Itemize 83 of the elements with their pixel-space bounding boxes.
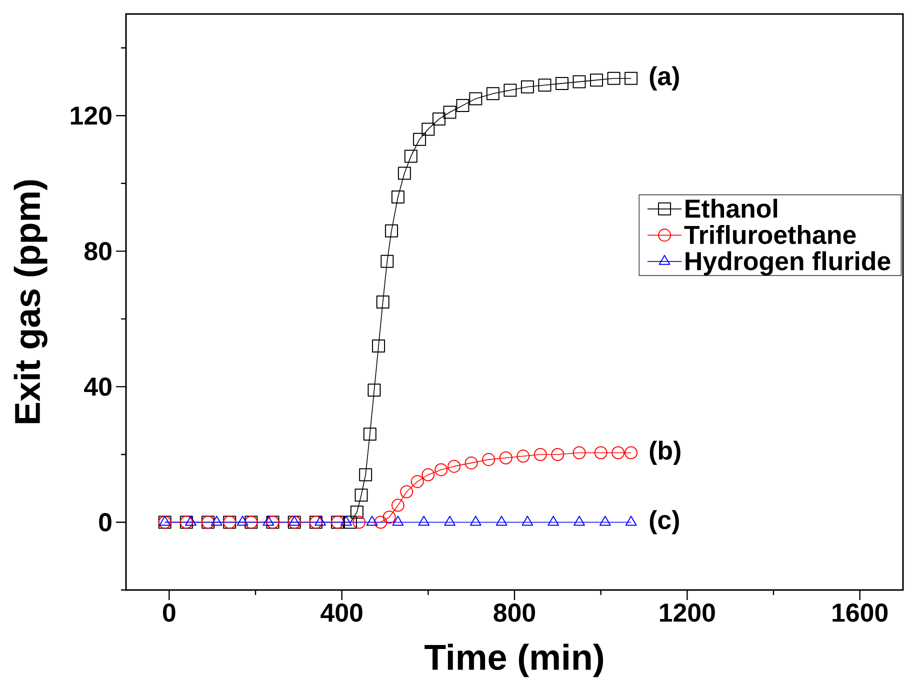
point: [443, 106, 456, 119]
point: [469, 92, 482, 106]
point: [456, 98, 470, 112]
point: [594, 446, 608, 460]
point: [354, 488, 368, 502]
legend-label: Trifluroethane: [684, 225, 856, 244]
point: [572, 75, 586, 88]
point: [159, 516, 171, 526]
point: [574, 516, 585, 526]
point: [340, 516, 352, 526]
point: [210, 516, 222, 526]
point: [392, 516, 404, 526]
point: [352, 516, 366, 529]
point: [372, 340, 386, 353]
point: [262, 516, 274, 526]
point: [555, 76, 568, 90]
point: [391, 498, 404, 512]
point: [464, 456, 478, 470]
y-axis-title: Exit gas (ppm): [14, 180, 48, 424]
x-tick-label: 1200: [660, 604, 715, 622]
annotation: (b): [650, 440, 680, 465]
point: [376, 295, 390, 308]
point: [534, 448, 547, 461]
point: [551, 448, 564, 461]
x-tick-label: 800: [494, 604, 536, 622]
point: [504, 84, 517, 97]
point: [572, 446, 586, 460]
point: [374, 516, 388, 529]
y-tick-label: 0: [99, 513, 112, 532]
point: [432, 112, 446, 126]
x-tick-label: 400: [320, 604, 362, 622]
point: [625, 516, 637, 526]
point: [516, 450, 530, 463]
point: [391, 190, 404, 204]
point: [470, 516, 482, 526]
legend-label: Ethanol: [686, 198, 778, 218]
point: [444, 516, 456, 526]
point: [422, 122, 435, 136]
point: [599, 516, 611, 526]
point: [538, 78, 552, 92]
point: [413, 132, 426, 146]
point: [434, 463, 448, 476]
x-axis-title: Time (min): [424, 644, 604, 678]
point: [612, 446, 625, 460]
point: [314, 516, 326, 526]
point: [398, 166, 411, 180]
point: [363, 428, 376, 441]
point: [384, 224, 398, 238]
legend-label: Hydrogen fluride: [686, 251, 890, 276]
point: [380, 254, 394, 268]
point: [344, 516, 357, 529]
point: [448, 460, 461, 473]
point: [486, 87, 500, 100]
annotation: (a): [650, 66, 679, 90]
annotation: (c): [650, 510, 679, 534]
y-tick-label: 80: [84, 242, 112, 260]
point: [410, 475, 424, 488]
point: [496, 516, 508, 526]
point: [590, 74, 604, 87]
point: [624, 446, 638, 460]
point: [366, 516, 378, 526]
point: [482, 453, 496, 466]
point: [499, 451, 512, 464]
y-tick-label: 40: [84, 378, 112, 396]
point: [368, 384, 381, 397]
y-tick-label: 120: [70, 106, 112, 125]
point: [624, 72, 638, 85]
point: [548, 516, 560, 526]
point: [422, 468, 435, 482]
point: [350, 506, 364, 519]
x-tick-label: 1600: [832, 604, 888, 622]
point: [236, 516, 248, 526]
point: [418, 516, 430, 526]
point: [520, 80, 534, 94]
point: [185, 516, 196, 526]
point: [522, 516, 534, 526]
point: [382, 510, 396, 524]
point: [400, 485, 414, 498]
point: [404, 150, 418, 163]
point: [359, 468, 372, 482]
point: [607, 72, 620, 85]
x-tick-label: 0: [162, 604, 176, 622]
point: [288, 516, 300, 526]
